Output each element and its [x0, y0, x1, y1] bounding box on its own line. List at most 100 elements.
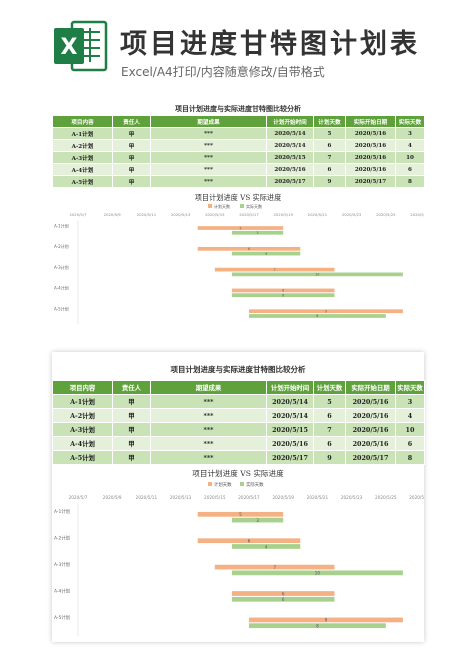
x-tick-label: 2020/5/23	[341, 495, 363, 500]
actual-bar	[231, 544, 301, 549]
x-tick-label: 2020/5/11	[137, 212, 157, 217]
table-cell: 8	[395, 175, 425, 188]
legend-swatch-actual	[240, 482, 244, 486]
table-cell: 2020/5/16	[266, 163, 314, 176]
actual-bar	[231, 230, 284, 235]
table-cell: 9	[313, 450, 346, 465]
col-header: 责任人	[112, 115, 151, 128]
actual-bar	[231, 293, 335, 298]
category-label: A-4计划	[54, 285, 69, 291]
category-label: A-5计划	[54, 305, 69, 311]
table-cell: 2020/5/15	[266, 422, 314, 437]
plan-bar	[231, 288, 335, 293]
bar-data-label: 3	[257, 231, 259, 235]
gantt-chart: 项目计划进度 VS 实际进度 计划天数 实际天数 2020/5/7 2020/5/9 20…	[52, 464, 424, 640]
table-row: A-2计划甲 *** 2020/5/14 6 2020/5/16 4	[52, 139, 425, 152]
col-header: 计划天数	[313, 380, 346, 395]
table-cell: 2020/5/16	[345, 422, 396, 437]
x-tick-label: 2020/5/15	[204, 495, 226, 500]
table-cell: 甲	[112, 422, 151, 437]
bar-data-label: 8	[316, 623, 319, 628]
table-cell: 2020/5/17	[266, 450, 314, 465]
x-tick-label: 2020/5/27	[409, 495, 424, 500]
table-cell: 甲	[112, 139, 151, 152]
actual-bar	[231, 272, 403, 277]
table-cell: 2020/5/16	[345, 163, 396, 176]
col-header: 计划开始时间	[266, 115, 314, 128]
bar-data-label: 9	[325, 310, 327, 314]
table-cell: 5	[313, 127, 346, 140]
x-tick-label: 2020/5/17	[238, 495, 260, 500]
table-cell: 2020/5/17	[345, 175, 396, 188]
category-label: A-1计划	[54, 508, 70, 515]
col-header: 实际天数	[395, 380, 425, 395]
table-cell: A-2计划	[52, 139, 113, 152]
page-header: X 项目进度甘特图计划表 Excel/A4打印/内容随意修改/自带格式	[0, 0, 474, 90]
table-cell: 2020/5/16	[266, 436, 314, 451]
x-tick-label: 2020/5/7	[69, 495, 88, 500]
bar-data-label: 4	[265, 252, 267, 256]
x-tick-label: 2020/5/25	[375, 495, 397, 500]
table-cell: 2020/5/14	[266, 139, 314, 152]
category-label: A-2计划	[54, 243, 69, 249]
sheet-title: 项目计划进度与实际进度甘特图比较分析	[175, 104, 301, 113]
bar-data-label: 6	[282, 289, 284, 293]
table-cell: 甲	[112, 175, 151, 188]
actual-bar	[231, 517, 284, 523]
table-cell: 2020/5/17	[345, 450, 396, 465]
x-tick-label: 2020/5/15	[205, 212, 225, 217]
chart-title: 项目计划进度 VS 实际进度	[192, 468, 284, 478]
category-label: A-1计划	[54, 222, 69, 228]
category-label: A-2计划	[54, 535, 70, 542]
table-cell: A-1计划	[52, 394, 113, 409]
table-cell: 6	[313, 163, 346, 176]
bar-data-label: 7	[274, 268, 276, 272]
excel-logo-icon: X	[54, 20, 108, 72]
col-header: 责任人	[112, 380, 151, 395]
table-cell: 6	[395, 163, 425, 176]
category-label: A-5计划	[54, 614, 70, 621]
page-subtitle: Excel/A4打印/内容随意修改/自带格式	[121, 65, 325, 79]
table-cell: A-3计划	[52, 422, 113, 437]
table-cell: A-3计划	[52, 151, 113, 164]
table-cell: 3	[395, 127, 425, 140]
x-tick-label: 2020/5/13	[170, 495, 192, 500]
table-cell: 10	[395, 422, 425, 437]
bar-data-label: 9	[325, 618, 328, 623]
bar-data-label: 5	[239, 226, 241, 230]
table-cell: A-1计划	[52, 127, 113, 140]
table-row: A-1计划甲 *** 2020/5/14 5 2020/5/16 3	[52, 127, 425, 140]
table-cell: 2020/5/16	[345, 408, 396, 423]
table-row: A-2计划甲 *** 2020/5/14 6 2020/5/16 4	[52, 408, 425, 423]
category-label: A-4计划	[54, 587, 70, 594]
table-cell: ***	[150, 436, 267, 451]
legend-swatch-actual	[240, 204, 244, 208]
table-cell: 2020/5/15	[266, 151, 314, 164]
col-header: 实际天数	[395, 115, 425, 128]
gantt-chart: 项目计划进度 VS 实际进度 计划天数 实际天数 2020/5/7 2020/5/9 20…	[52, 187, 424, 327]
table-cell: 甲	[112, 163, 151, 176]
table-cell: ***	[150, 151, 267, 164]
bar-data-label: 6	[282, 591, 285, 596]
col-header: 实际开始日期	[345, 380, 396, 395]
legend-label: 实际天数	[246, 481, 264, 488]
category-label: A-3计划	[54, 264, 69, 270]
schedule-table: 项目内容 责任人 期望成果 计划开始时间 计划天数 实际开始日期 实际天数 A-…	[52, 380, 425, 465]
table-cell: 2020/5/17	[266, 175, 314, 188]
x-tick-label: 2020/5/11	[136, 495, 158, 500]
plan-bar	[197, 511, 284, 517]
x-tick-label: 2020/5/21	[308, 212, 328, 217]
legend-label: 实际天数	[246, 203, 262, 209]
col-header: 期望成果	[150, 115, 267, 128]
actual-bar	[231, 251, 301, 256]
col-header: 期望成果	[150, 380, 267, 395]
table-cell: ***	[150, 422, 267, 437]
table-cell: 4	[395, 408, 425, 423]
table-cell: ***	[150, 139, 267, 152]
bar-data-label: 7	[273, 565, 276, 570]
plan-bar	[197, 246, 301, 251]
table-cell: ***	[150, 175, 267, 188]
table-cell: 10	[395, 151, 425, 164]
